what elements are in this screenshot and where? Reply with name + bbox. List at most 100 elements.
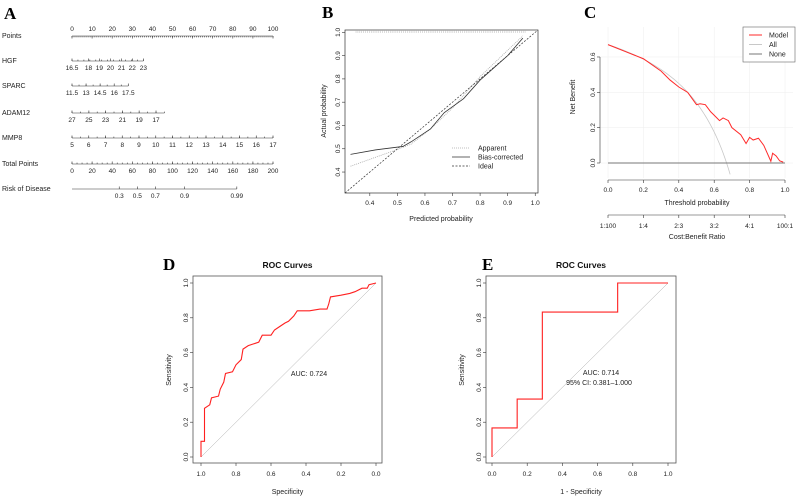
points-scale-tick-label: 80 (229, 26, 237, 33)
panel-label-a: A (4, 4, 17, 23)
y-axis-label: Sensitivity (459, 354, 466, 386)
panel-label-e: E (482, 255, 493, 274)
variable-mmp8-tick-label: 10 (152, 142, 160, 149)
risk-of-disease-tick-label: 0.3 (115, 193, 124, 200)
variable-adam12-tick-label: 25 (85, 117, 93, 124)
decision-curve-panel: 0.0 0.2 0.4 0.6 0.8 1.0 0.0 0.2 0.4 0.6 Threshold … (570, 26, 796, 241)
x-tick-label: 0.4 (365, 200, 374, 207)
cost-benefit-tick-label: 3:2 (710, 223, 719, 230)
y-tick-label: 1.0 (335, 27, 342, 36)
auc-annotation: AUC: 0.714 (583, 370, 619, 377)
series-ideal (344, 29, 539, 194)
variable-hgf-tick-label: 21 (118, 65, 126, 72)
chart-title: ROC Curves (262, 260, 312, 270)
variable-sparc-tick-label: 14.5 (94, 90, 107, 97)
panel-label-c: C (584, 3, 596, 22)
panel-label-d: D (163, 255, 175, 274)
roc-curve (491, 282, 668, 457)
points-scale-label: Points (2, 33, 22, 40)
x-tick-label: 1.0 (780, 187, 789, 194)
x-tick-label: 0.6 (710, 187, 719, 194)
y-tick-label: 0.8 (335, 74, 342, 83)
x-axis-label: Specificity (272, 489, 304, 496)
y-tick-label: 0.4 (590, 87, 597, 96)
legend-entry: Ideal (478, 164, 494, 171)
cost-benefit-tick-label: 1:100 (600, 223, 617, 230)
variable-mmp8-tick-label: 11 (169, 142, 176, 149)
variable-mmp8-tick-label: 6 (87, 142, 91, 149)
variable-mmp8-tick-label: 8 (120, 142, 124, 149)
cost-benefit-tick-label: 1:4 (639, 223, 648, 230)
x-tick-label: 0.2 (639, 187, 648, 194)
total-points-tick-label: 80 (149, 168, 157, 175)
legend-entry: All (769, 42, 777, 49)
variable-sparc-label: SPARC (2, 83, 26, 90)
x-tick-label: 1.0 (531, 200, 540, 207)
x-axis-label: 1 - Specificity (560, 489, 602, 496)
x-tick-label: 0.6 (266, 471, 275, 478)
points-scale-tick-label: 0 (70, 26, 74, 33)
y-tick-label: 0.7 (335, 97, 342, 106)
x-tick-label: 1.0 (196, 471, 205, 478)
cost-benefit-tick-label: 4:1 (745, 223, 754, 230)
auc-annotation: AUC: 0.724 (291, 371, 327, 378)
y-tick-label: 0.4 (335, 167, 342, 176)
variable-adam12-label: ADAM12 (2, 110, 30, 117)
variable-sparc-tick-label: 17.5 (122, 90, 135, 97)
series-biascorrected (350, 37, 524, 155)
total-points-tick-label: 180 (247, 168, 258, 175)
variable-mmp8-tick-label: 5 (70, 142, 74, 149)
x-tick-label: 0.0 (487, 471, 496, 478)
y-tick-label: 0.8 (476, 313, 483, 322)
y-axis-label: Sensitivity (166, 354, 173, 386)
variable-adam12-tick-label: 17 (152, 117, 160, 124)
total-points-tick-label: 100 (167, 168, 178, 175)
y-tick-label: 0.8 (183, 313, 190, 322)
series-model (607, 44, 784, 163)
points-scale-tick-label: 10 (88, 26, 96, 33)
variable-mmp8-tick-label: 15 (236, 142, 244, 149)
plot-frame (485, 275, 677, 464)
roc-curve (200, 282, 377, 457)
variable-adam12-tick-label: 27 (68, 117, 76, 124)
variable-mmp8-tick-label: 16 (253, 142, 261, 149)
variable-hgf-label: HGF (2, 58, 17, 65)
y-axis-label: Net Benefit (570, 80, 577, 115)
risk-of-disease-tick-label: 0.7 (151, 193, 160, 200)
legend-entry: None (769, 52, 786, 59)
points-scale-tick-label: 60 (189, 26, 197, 33)
total-points-tick-label: 140 (207, 168, 218, 175)
variable-hgf-tick-label: 16.5 (66, 65, 79, 72)
risk-of-disease-tick-label: 0.99 (230, 193, 243, 200)
points-scale-tick-label: 20 (109, 26, 117, 33)
y-tick-label: 0.5 (335, 144, 342, 153)
total-points-tick-label: 60 (129, 168, 137, 175)
auc-annotation: 95% CI: 0.381–1.000 (566, 380, 632, 387)
x-axis-label: Threshold probability (665, 200, 730, 207)
points-scale-tick-label: 90 (249, 26, 257, 33)
total-points-tick-label: 40 (109, 168, 117, 175)
variable-mmp8-tick-label: 13 (202, 142, 210, 149)
x-tick-label: 0.7 (448, 200, 457, 207)
points-scale-tick-label: 50 (169, 26, 177, 33)
variable-hgf-tick-label: 18 (85, 65, 93, 72)
calibration-panel: 0.4 0.5 0.6 0.7 0.8 0.9 1.0 0.4 0.5 0.6 0.7 0.8 0.9 1… (321, 27, 540, 223)
x-tick-label: 0.6 (593, 471, 602, 478)
points-scale-tick-label: 40 (149, 26, 157, 33)
panel-label-b: B (322, 3, 333, 22)
total-points-label: Total Points (2, 161, 39, 168)
y-tick-label: 0.6 (476, 348, 483, 357)
x-tick-label: 0.8 (231, 471, 240, 478)
y-tick-label: 0.4 (476, 383, 483, 392)
total-points-tick-label: 160 (227, 168, 238, 175)
variable-mmp8-tick-label: 14 (219, 142, 227, 149)
y-tick-label: 0.2 (183, 417, 190, 426)
diagonal-reference-line (491, 282, 669, 458)
risk-of-disease-tick-label: 0.9 (180, 193, 189, 200)
total-points-tick-label: 200 (268, 168, 279, 175)
variable-hgf-tick-label: 19 (96, 65, 104, 72)
variable-hgf-tick-label: 23 (140, 65, 148, 72)
roc-panel-d: ROC Curves 1.0 0.8 0.6 0.4 0.2 0.0 0.0 0.2 0.4 0.6… (166, 260, 383, 496)
x-tick-label: 0.9 (503, 200, 512, 207)
